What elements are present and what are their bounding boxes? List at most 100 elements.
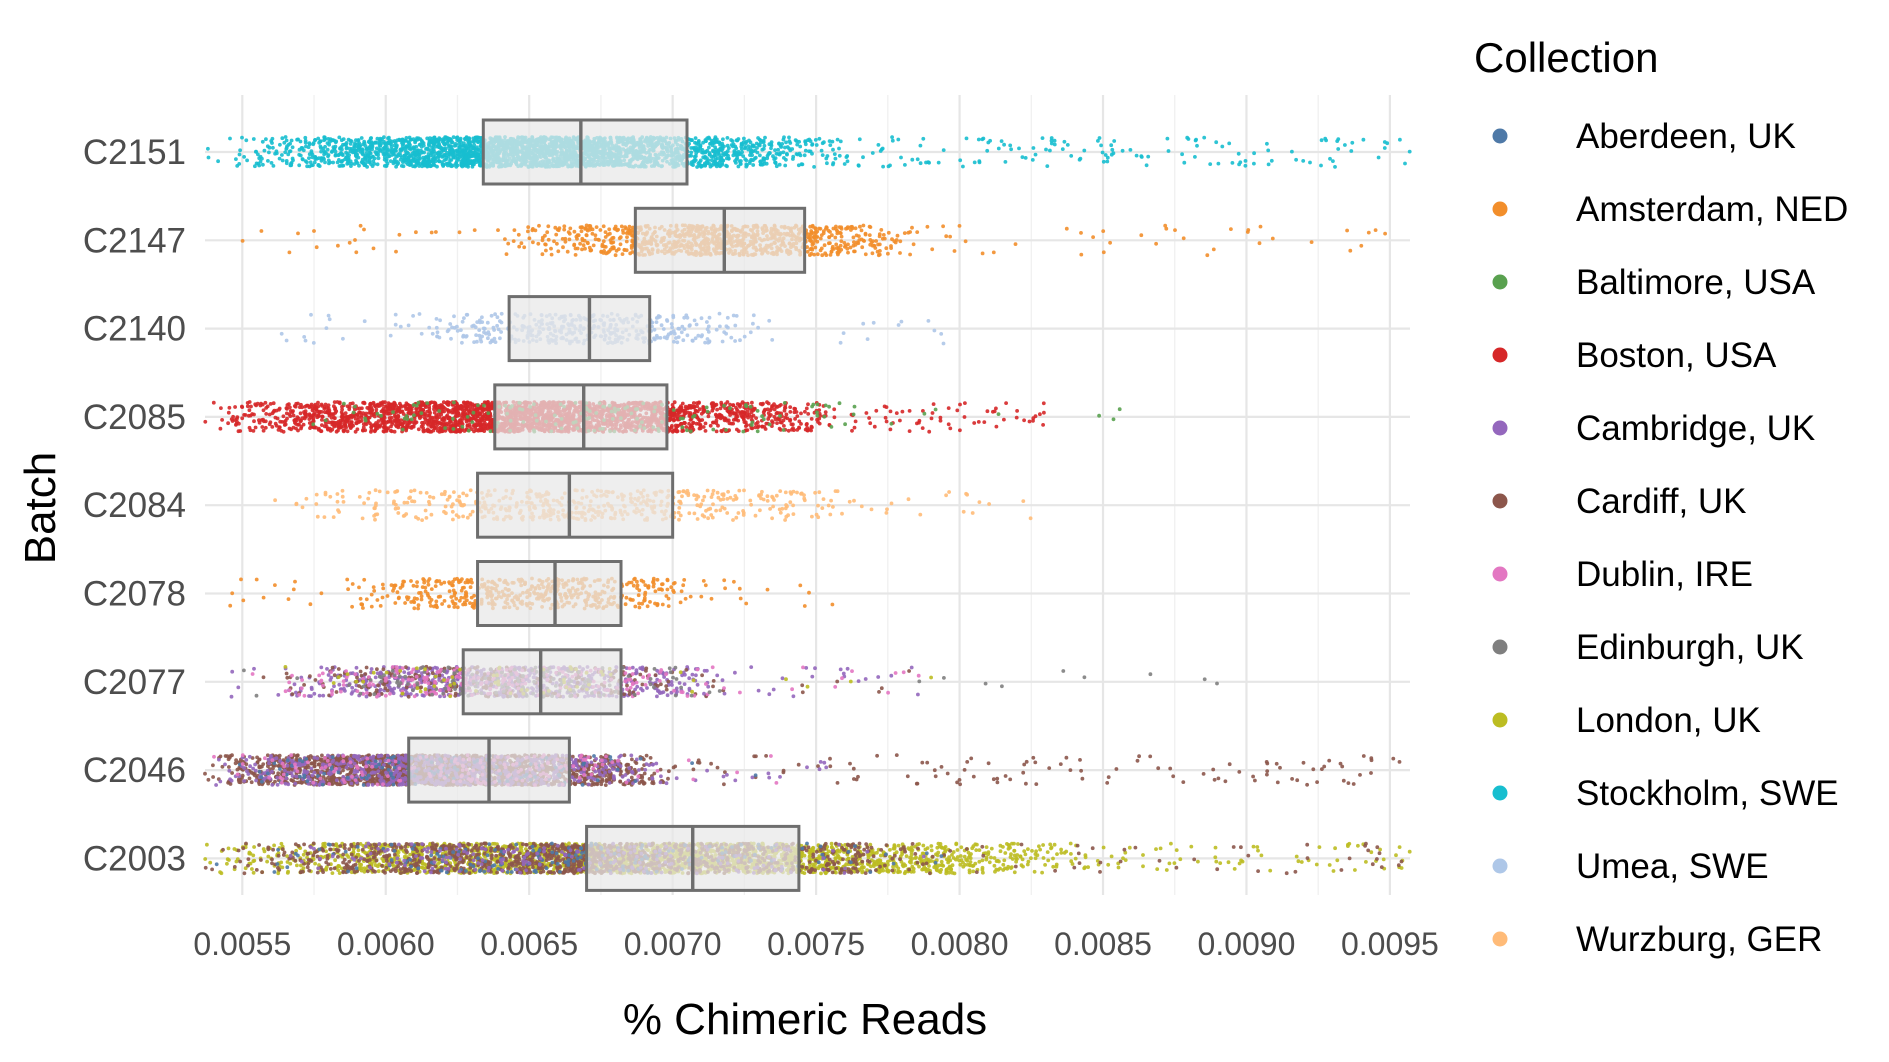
data-point: [362, 319, 367, 324]
data-point: [339, 160, 344, 164]
data-point: [742, 334, 747, 339]
data-point: [1345, 228, 1349, 233]
data-point: [707, 315, 712, 320]
data-point: [307, 156, 311, 161]
data-point: [575, 246, 580, 251]
data-point: [861, 223, 866, 228]
data-point: [434, 317, 439, 321]
data-point: [843, 243, 848, 248]
data-point: [375, 162, 380, 167]
data-point: [705, 337, 710, 341]
data-point: [393, 148, 398, 153]
data-point: [464, 145, 468, 150]
data-point: [383, 145, 387, 150]
data-point: [746, 147, 751, 152]
data-point: [871, 320, 876, 325]
data-point: [477, 161, 482, 166]
data-point: [834, 227, 838, 231]
data-point: [371, 246, 376, 251]
data-point: [658, 336, 663, 340]
data-point: [927, 160, 931, 165]
data-point: [846, 250, 850, 255]
data-point: [479, 339, 484, 344]
data-point: [838, 139, 843, 144]
data-point: [455, 329, 460, 333]
data-point: [504, 252, 509, 256]
data-point: [719, 400, 724, 405]
data-point: [696, 333, 701, 338]
data-point: [790, 147, 795, 151]
data-point: [1030, 158, 1035, 162]
data-point: [839, 239, 844, 244]
data-point: [384, 141, 388, 146]
data-point: [733, 323, 738, 328]
data-point: [822, 140, 826, 145]
data-point: [387, 141, 392, 146]
data-point: [425, 136, 430, 141]
data-point: [491, 325, 496, 330]
data-point: [260, 139, 265, 144]
data-point: [1270, 236, 1275, 241]
data-point: [573, 253, 578, 257]
data-point: [565, 249, 570, 254]
data-point: [1060, 147, 1065, 152]
data-point: [552, 239, 556, 244]
data-point: [908, 230, 912, 234]
data-point: [307, 152, 312, 157]
data-point: [369, 162, 373, 167]
data-point: [957, 224, 962, 228]
data-point: [488, 340, 493, 345]
data-point: [256, 152, 260, 157]
data-point: [264, 137, 268, 142]
data-point: [818, 236, 823, 241]
data-point: [375, 136, 380, 141]
data-point: [360, 147, 365, 152]
data-point: [336, 243, 340, 248]
data-point: [1211, 247, 1216, 252]
data-point: [1252, 161, 1256, 166]
data-point: [791, 157, 795, 161]
data-point: [339, 145, 344, 149]
data-point: [284, 147, 289, 151]
data-point: [1008, 143, 1013, 148]
data-point: [383, 148, 388, 153]
data-point: [656, 315, 660, 320]
data-point: [340, 152, 345, 157]
data-point: [868, 238, 873, 242]
data-point: [313, 138, 317, 142]
data-point: [578, 241, 582, 246]
data-point: [467, 140, 472, 145]
data-point: [546, 224, 551, 229]
data-point: [798, 144, 803, 149]
data-point: [581, 243, 586, 248]
data-point: [690, 338, 695, 343]
data-point: [770, 338, 775, 342]
data-point: [803, 148, 808, 153]
data-point: [438, 146, 443, 150]
data-point: [713, 145, 717, 150]
data-point: [1105, 155, 1110, 160]
data-point: [457, 148, 462, 153]
data-point: [1079, 231, 1083, 235]
data-point: [310, 152, 315, 157]
data-point: [262, 148, 267, 153]
data-point: [384, 157, 389, 162]
data-point: [549, 246, 553, 251]
data-point: [366, 153, 370, 158]
data-point: [398, 324, 403, 329]
data-point: [608, 247, 613, 252]
data-point: [1100, 150, 1105, 155]
data-point: [1112, 139, 1117, 143]
data-point: [785, 152, 789, 156]
data-point: [915, 230, 920, 235]
data-point: [481, 326, 486, 331]
data-point: [695, 148, 700, 153]
data-point: [1335, 139, 1340, 144]
data-point: [476, 152, 480, 157]
data-point: [463, 137, 468, 142]
data-point: [1045, 164, 1050, 169]
data-point: [714, 327, 719, 332]
data-point: [420, 140, 425, 144]
data-point: [769, 146, 773, 151]
data-point: [287, 250, 292, 255]
